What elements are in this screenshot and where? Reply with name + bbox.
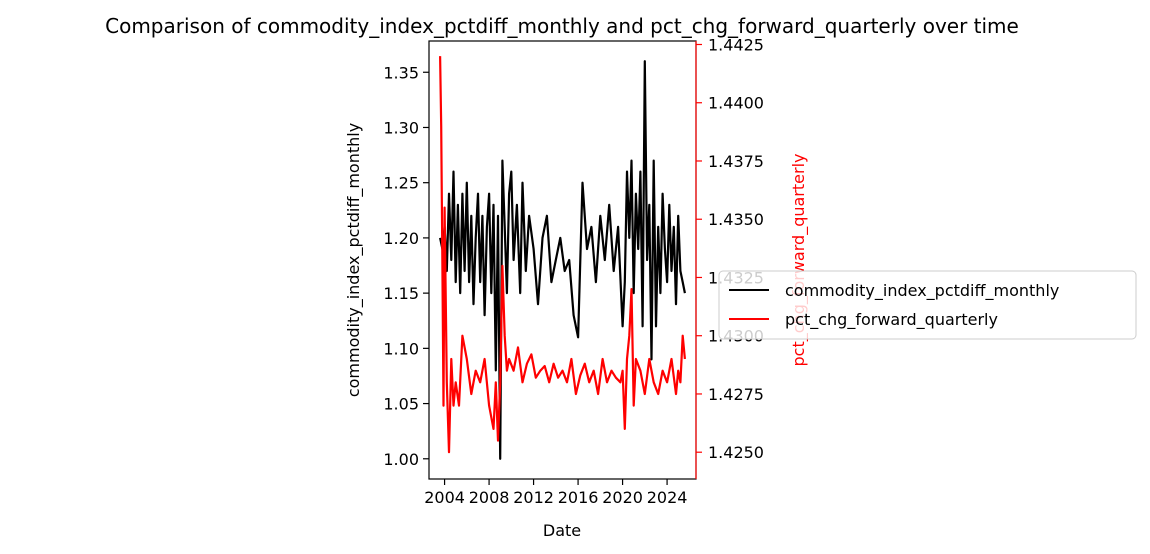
y-right-tick-label: 1.4400 [708, 94, 764, 113]
x-axis-title: Date [543, 521, 581, 540]
x-tick-label: 2012 [513, 488, 554, 507]
y-left-tick-label: 1.00 [383, 450, 419, 469]
y-right-tick-label: 1.4275 [708, 385, 764, 404]
y-left-tick-label: 1.05 [383, 395, 419, 414]
series-line-commodity-index-pctdiff-monthly [439, 60, 686, 460]
y-right-tick-label: 1.4250 [708, 443, 764, 462]
y-left-tick-label: 1.20 [383, 229, 419, 248]
x-tick-label: 2020 [602, 488, 643, 507]
x-tick-label: 2016 [558, 488, 599, 507]
legend-label-pct-chg: pct_chg_forward_quarterly [785, 310, 998, 330]
legend-label-commodity-index: commodity_index_pctdiff_monthly [785, 281, 1059, 301]
x-tick-label: 2008 [469, 488, 510, 507]
y-left-tick-label: 1.35 [383, 63, 419, 82]
legend: commodity_index_pctdiff_monthly pct_chg_… [718, 270, 1137, 340]
x-tick-label: 2004 [424, 488, 465, 507]
series-layer [439, 56, 686, 460]
y-left-tick-label: 1.15 [383, 284, 419, 303]
x-tick-label: 2024 [647, 488, 688, 507]
y-left-tick-label: 1.25 [383, 174, 419, 193]
y-axis-left-title: commodity_index_pctdiff_monthly [344, 123, 364, 397]
y-axis-right: 1.42501.42751.43001.43251.43501.43751.44… [696, 35, 764, 462]
y-right-tick-label: 1.4350 [708, 210, 764, 229]
y-left-tick-label: 1.30 [383, 118, 419, 137]
y-left-tick-label: 1.10 [383, 339, 419, 358]
x-axis: 2004 2008 2012 2016 2020 2024 [424, 479, 687, 507]
y-right-tick-label: 1.4425 [708, 35, 764, 54]
y-right-tick-label: 1.4375 [708, 152, 764, 171]
y-axis-left: 1.00 1.05 1.10 1.15 1.20 1.25 1.30 1.35 [383, 63, 429, 469]
series-line-pct-chg-forward-quarterly [439, 56, 686, 454]
chart-title: Comparison of commodity_index_pctdiff_mo… [105, 14, 1019, 38]
legend-box [718, 270, 1137, 340]
